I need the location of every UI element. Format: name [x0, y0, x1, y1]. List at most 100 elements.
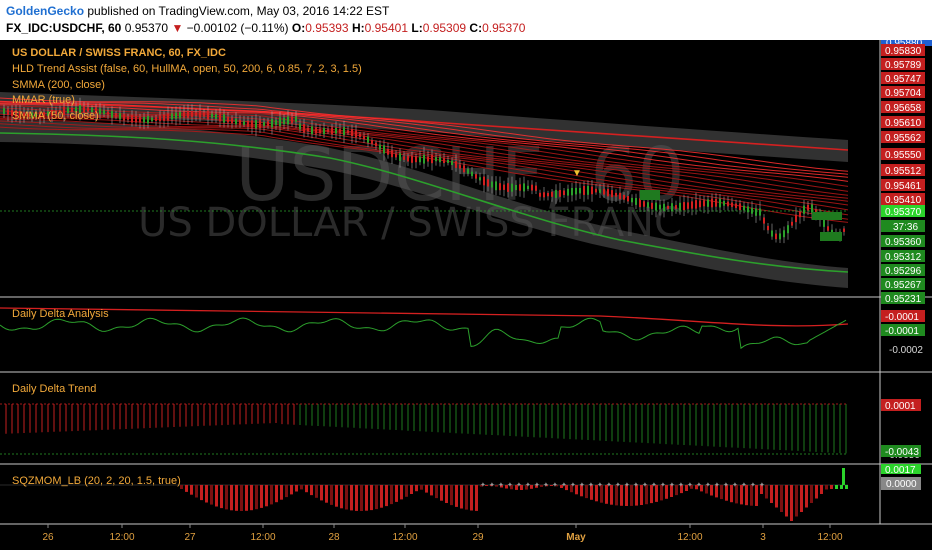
candle-body [647, 202, 649, 208]
candle-body [503, 184, 505, 190]
candle-body [459, 164, 461, 169]
candle-body [311, 126, 313, 135]
candle-body [411, 155, 413, 163]
candle-body [335, 128, 337, 134]
candle-body [271, 118, 273, 128]
candle-body [447, 159, 449, 163]
sqz-bar [780, 485, 783, 512]
ribbon-line [0, 110, 849, 196]
price-tag-top [881, 40, 932, 46]
candle-body [767, 225, 769, 231]
sqz-bar [620, 485, 623, 506]
trend-axis[interactable]: 0.0001 -0.0050 -0.0043 [881, 399, 921, 461]
sqz-bar [285, 485, 288, 498]
candle-body [759, 208, 761, 216]
candle-body [643, 201, 645, 207]
legend-smma-50[interactable]: SMMA (50, close) [12, 110, 99, 122]
squeeze-dot-icon: ✦ [480, 481, 486, 489]
candle-body [843, 228, 845, 232]
candle-body [719, 198, 721, 208]
sqz-bar [605, 485, 608, 504]
candle-body [163, 114, 165, 121]
legend-hld-trend[interactable]: HLD Trend Assist (false, 60, HullMA, ope… [12, 63, 362, 75]
sqz-bar [290, 485, 293, 495]
ribbon-line [0, 105, 849, 187]
sqz-axis[interactable]: 0.0017 0.0000 [881, 464, 921, 490]
price-label: 0.95704 [885, 88, 922, 99]
ribbon-line [0, 103, 849, 178]
sqz-bar [800, 485, 803, 512]
candle-body [283, 117, 285, 125]
sqz-bar [445, 485, 448, 503]
price-label: 0.95562 [885, 133, 922, 144]
main-legend-title[interactable]: US DOLLAR / SWISS FRANC, 60, FX_IDC [12, 47, 226, 59]
candle-body [675, 205, 677, 209]
sqz-bar [465, 485, 468, 510]
candle-body [279, 117, 281, 127]
chart-canvas[interactable]: USDCHF, 60 US DOLLAR / SWISS FRANC ▼ US … [0, 40, 932, 550]
candle-body [175, 112, 177, 119]
sqz-bar [685, 485, 688, 491]
candle-body [55, 110, 57, 115]
sqzmom-pane[interactable]: ✦ ✦ ✦ ✦ ✦ ✦ ✦ ✦ ✦ ✦ ✦ ✦ ✦ ✦ ✦ ✦ ✦ ✦ ✦ ✦ ✦ ✦ ✦ ✦ ✦ ✦ ✦ ✦ ✦ ✦ ✦ ✦ SQZMOM_… [0, 468, 848, 521]
author-link[interactable]: GoldenGecko [6, 4, 85, 18]
squeeze-dot-icon: ✦ [597, 481, 603, 489]
candle-body [27, 113, 29, 117]
sqz-bar [625, 485, 628, 506]
sqz-bar [760, 485, 763, 494]
delta-analysis-title[interactable]: Daily Delta Analysis [12, 308, 109, 320]
sqz-bar [560, 485, 563, 488]
squeeze-dot-icon: ✦ [660, 481, 666, 489]
sqz-bar [550, 485, 553, 486]
candle-body [483, 176, 485, 186]
delta-axis[interactable]: -0.0001 -0.0001 -0.0002 [881, 310, 925, 356]
sqz-bar [645, 485, 648, 505]
sqz-bar [795, 485, 798, 517]
candle-body [59, 110, 61, 114]
legend-mmar[interactable]: MMAR (true) [12, 94, 75, 106]
price-label: 0.95512 [885, 166, 922, 177]
delta-analysis-pane[interactable]: Daily Delta Analysis [0, 307, 849, 350]
smma-upper-line [0, 101, 849, 151]
price-label: 0.95461 [885, 181, 922, 192]
candle-body [431, 155, 433, 164]
candle-body [635, 198, 637, 205]
delta-trend-pane[interactable]: Daily Delta Trend [0, 383, 848, 455]
candle-body [615, 192, 617, 197]
legend-smma-200[interactable]: SMMA (200, close) [12, 79, 105, 91]
candle-body [319, 128, 321, 134]
sqz-bar [510, 485, 513, 490]
candle-body [211, 113, 213, 118]
sqz-bar [740, 485, 743, 505]
squeeze-dot-icon: ✦ [750, 481, 756, 489]
zone-box [820, 232, 842, 241]
candle-body [227, 116, 229, 123]
zone-box [812, 212, 842, 220]
sqz-bar [595, 485, 598, 502]
candle-body [523, 183, 525, 192]
price-label: 0.95789 [885, 60, 922, 71]
sqzmom-title[interactable]: SQZMOM_LB (20, 2, 20, 1.5, true) [12, 475, 181, 487]
candle-body [535, 185, 537, 191]
price-axis[interactable]: 0.95880 0.958300.957890.957470.957040.95… [881, 40, 932, 305]
candle-body [83, 106, 85, 113]
time-axis[interactable]: 26 12:00 27 12:00 28 12:00 29 May 12:00 3 12:00 [42, 524, 843, 543]
sqz-bar [270, 485, 273, 505]
squeeze-dot-icon: ✦ [525, 481, 531, 489]
squeeze-dot-icon: ✦ [723, 481, 729, 489]
candle-body [787, 225, 789, 234]
candle-body [715, 199, 717, 207]
chart-area[interactable]: USDCHF, 60 US DOLLAR / SWISS FRANC ▼ US … [0, 40, 932, 550]
squeeze-dot-icon: ✦ [669, 481, 675, 489]
candle-body [15, 110, 17, 118]
symbol-name[interactable]: FX_IDC:USDCHF, 60 [6, 21, 122, 35]
candle-body [479, 177, 481, 181]
candle-body [495, 181, 497, 191]
sqz-bar [660, 485, 663, 501]
main-pane[interactable]: USDCHF, 60 US DOLLAR / SWISS FRANC ▼ US … [0, 47, 849, 288]
delta-trend-title[interactable]: Daily Delta Trend [12, 383, 96, 395]
candle-body [79, 105, 81, 114]
candle-body [195, 112, 197, 116]
time-label: 12:00 [817, 532, 842, 543]
candle-body [735, 203, 737, 208]
